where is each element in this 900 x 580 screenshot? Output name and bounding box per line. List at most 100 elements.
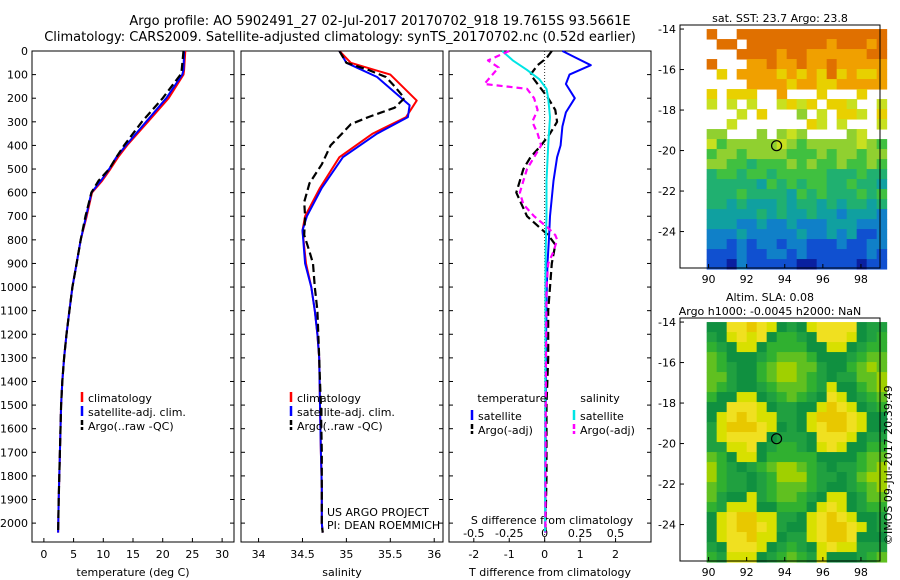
map-cell	[786, 422, 798, 433]
map-cell	[746, 552, 758, 563]
map-cell	[806, 189, 818, 200]
map-cell	[716, 522, 728, 533]
legend-label: Argo(-adj)	[580, 424, 635, 437]
map-cell	[726, 422, 738, 433]
map-cell	[816, 362, 828, 373]
series-temperature-2	[57, 50, 185, 533]
map-cell	[706, 229, 718, 240]
map-cell	[876, 442, 888, 453]
map-cell	[816, 492, 828, 503]
map-cell	[796, 159, 808, 170]
map-cell	[816, 109, 828, 120]
map-cell	[836, 179, 848, 190]
map-cell	[836, 502, 848, 513]
map-cell	[826, 249, 838, 260]
map-cell	[816, 452, 828, 463]
map-cell	[866, 59, 878, 70]
map-cell	[716, 129, 728, 140]
map-cell	[816, 179, 828, 190]
depth-tick-label: 700	[7, 210, 28, 223]
map-cell	[766, 69, 778, 80]
map-cell	[766, 482, 778, 493]
map-cell	[706, 189, 718, 200]
map-cell	[836, 452, 848, 463]
map-cell	[866, 159, 878, 170]
map-cell	[846, 512, 858, 523]
map-cell	[706, 59, 718, 70]
series-temperature-0	[57, 50, 187, 533]
header-line-1: Argo profile: AO 5902491_27 02-Jul-2017 …	[129, 14, 630, 29]
map-cell	[866, 259, 878, 270]
map-cell	[846, 169, 858, 180]
map-cell	[806, 249, 818, 260]
map-cell	[876, 199, 888, 210]
map-cell	[736, 352, 748, 363]
map-cell	[836, 392, 848, 403]
map-cell	[726, 169, 738, 180]
map-cell	[816, 199, 828, 210]
map-cell	[816, 342, 828, 353]
map-x-tick-label: 94	[778, 273, 792, 286]
map-cell	[776, 482, 788, 493]
map-cell	[726, 522, 738, 533]
map-cell	[746, 259, 758, 270]
map-cell	[726, 229, 738, 240]
map-cell	[806, 482, 818, 493]
map-cell	[846, 552, 858, 563]
map-cell	[706, 442, 718, 453]
map-cell	[826, 372, 838, 383]
map-cell	[826, 69, 838, 80]
map-cell	[856, 392, 868, 403]
map-cell	[856, 332, 868, 343]
map-cell	[776, 149, 788, 160]
map-cell	[856, 249, 868, 260]
map-cell	[796, 362, 808, 373]
map-x-tick-label: 96	[816, 273, 830, 286]
map-cell	[836, 462, 848, 473]
map-cell	[776, 352, 788, 363]
map-cell	[776, 229, 788, 240]
map-cell	[846, 49, 858, 60]
map-cell	[786, 342, 798, 353]
map-cell	[776, 462, 788, 473]
map-cell	[796, 149, 808, 160]
map-cell	[726, 249, 738, 260]
map-cell	[866, 412, 878, 423]
map-cell	[866, 29, 878, 40]
map-cell	[776, 472, 788, 483]
map-y-tick-label: -22	[658, 185, 676, 198]
map-cell	[866, 552, 878, 563]
x-tick-label: 10	[96, 548, 110, 561]
map-cell	[846, 209, 858, 220]
map-cell	[826, 179, 838, 190]
map-cell	[716, 512, 728, 523]
map-cell	[786, 69, 798, 80]
map-cell	[756, 109, 768, 120]
map-cell	[726, 89, 738, 100]
map-cell	[756, 139, 768, 150]
map-cell	[756, 179, 768, 190]
map-cell	[736, 382, 748, 393]
map-y-tick-label: -20	[658, 438, 676, 451]
map-cell	[856, 29, 868, 40]
map-cell	[856, 472, 868, 483]
map-cell	[826, 219, 838, 230]
map-cell	[826, 532, 838, 543]
map-cell	[856, 542, 868, 553]
map-cell	[796, 412, 808, 423]
sla-map-title-1: Altim. SLA: 0.08	[726, 291, 814, 304]
map-cell	[836, 492, 848, 503]
map-cell	[846, 402, 858, 413]
map-cell	[786, 502, 798, 513]
map-cell	[816, 372, 828, 383]
map-cell	[826, 209, 838, 220]
map-cell	[836, 542, 848, 553]
depth-tick-label: 1000	[0, 281, 28, 294]
map-cell	[836, 169, 848, 180]
map-cell	[876, 422, 888, 433]
map-cell	[866, 79, 878, 90]
map-cell	[746, 89, 758, 100]
map-cell	[766, 159, 778, 170]
map-x-tick-label: 90	[702, 273, 716, 286]
map-cell	[746, 99, 758, 110]
